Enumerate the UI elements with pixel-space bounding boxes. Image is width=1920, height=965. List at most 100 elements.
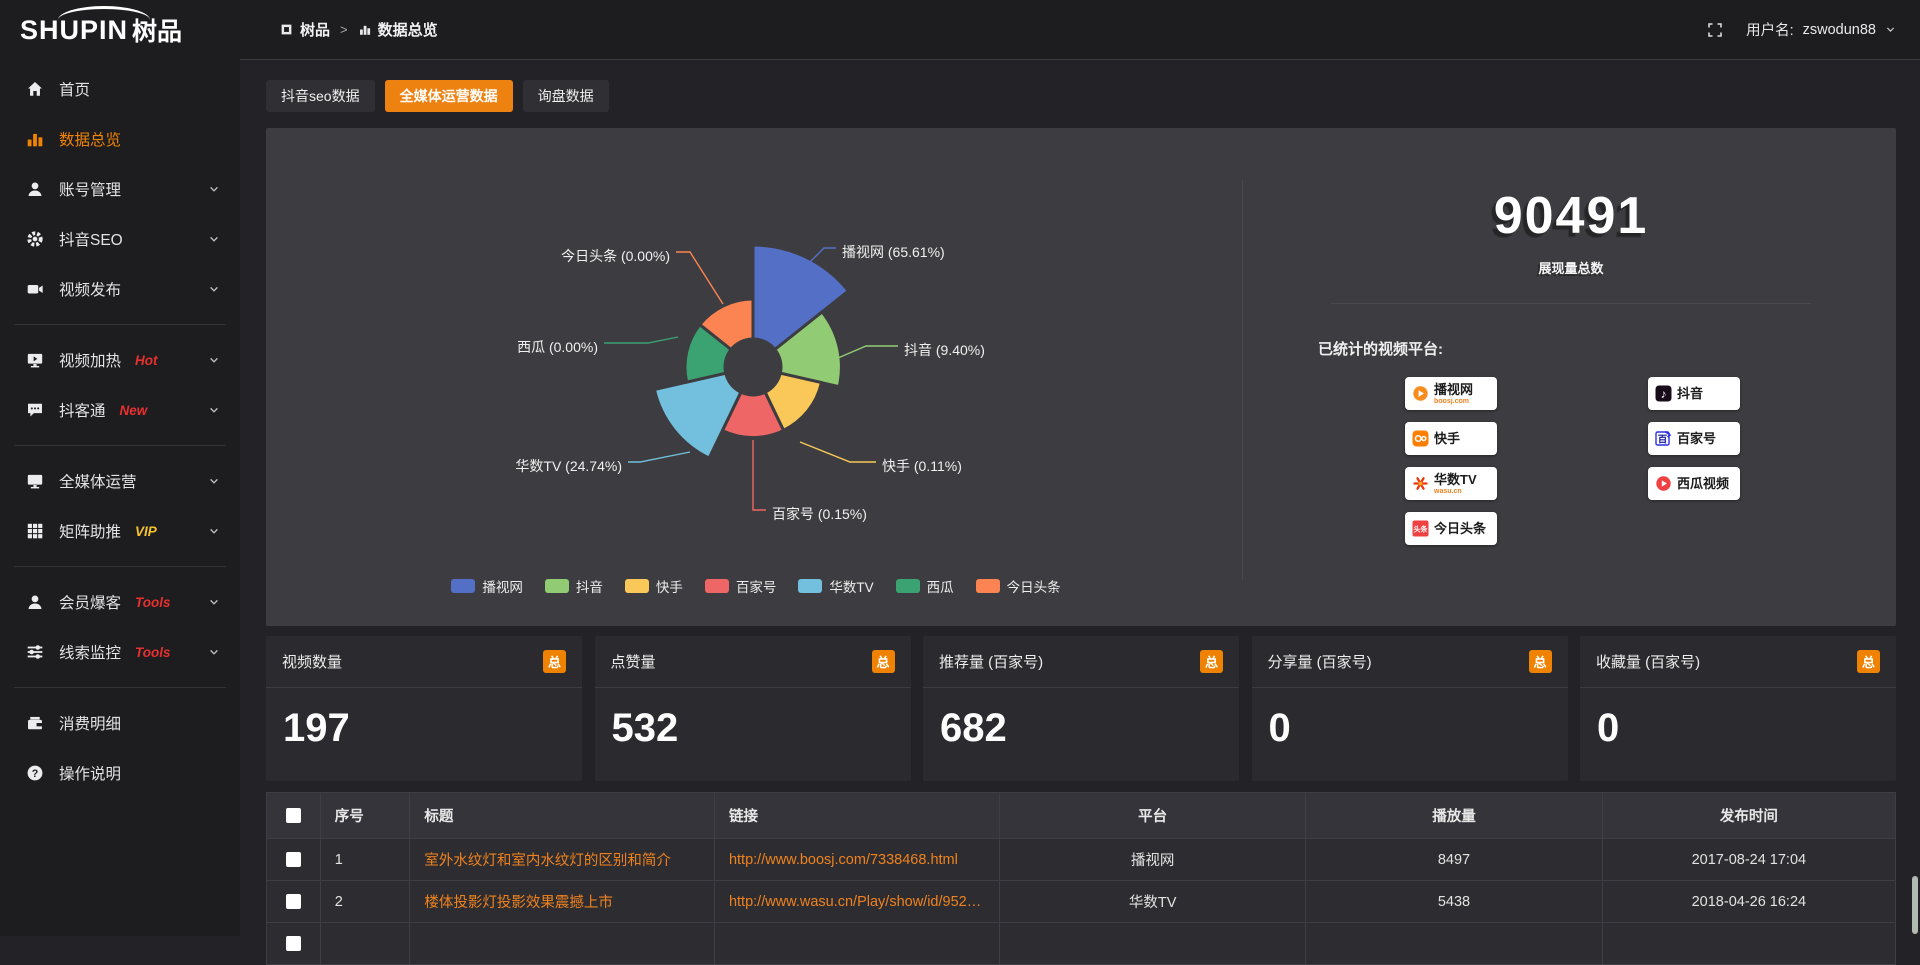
sidebar-item-label: 视频加热 — [59, 353, 122, 370]
sidebar-item-operation-guide[interactable]: ? 操作说明 — [0, 748, 240, 798]
legend-item-百家号[interactable]: 百家号 — [704, 576, 776, 596]
sidebar-item-label: 账号管理 — [59, 182, 122, 199]
sidebar-item-homepage[interactable]: 首页 — [0, 64, 240, 114]
tab-3[interactable]: 询盘数据 — [522, 80, 609, 112]
boosj-logo — [1412, 385, 1429, 402]
breadcrumb-current[interactable]: 数据总览 — [358, 19, 438, 40]
row-checkbox[interactable] — [285, 936, 301, 951]
sidebar-item-data-overview[interactable]: 数据总览 — [0, 114, 240, 164]
legend-item-西瓜[interactable]: 西瓜 — [895, 576, 954, 596]
sidebar-divider — [14, 687, 226, 688]
sidebar-item-account-management[interactable]: 账号管理 — [0, 164, 240, 214]
table-header-row: 序号 标题 链接 平台 播放量 发布时间 — [266, 792, 1897, 839]
legend-item-播视网[interactable]: 播视网 — [451, 576, 523, 596]
video-url-link[interactable]: http://www.wasu.cn/Play/show/id/952… — [728, 893, 982, 910]
chevron-down-icon — [208, 183, 220, 195]
chevron-down-icon — [208, 646, 220, 658]
select-all-checkbox[interactable] — [285, 808, 301, 823]
sidebar-item-douketong[interactable]: 抖客通 New — [0, 385, 240, 435]
pie-label: 快手 (0.11%) — [882, 458, 962, 474]
column-header-1: 序号 — [319, 792, 411, 839]
legend-chip — [451, 579, 476, 593]
sidebar-item-video-publish[interactable]: 视频发布 — [0, 264, 240, 314]
sidebar-item-label: 矩阵助推 — [59, 524, 122, 541]
cell-publish-time: 2018-04-26 16:24 — [1601, 880, 1897, 923]
legend-chip — [704, 579, 729, 593]
pie-slice-今日头条[interactable] — [697, 297, 755, 352]
legend-item-华数TV[interactable]: 华数TV — [798, 576, 874, 596]
user-menu-chevron-icon[interactable] — [1885, 24, 1896, 35]
cell-plays: 5438 — [1305, 880, 1603, 923]
sidebar-item-douyin-seo[interactable]: 抖音SEO — [0, 214, 240, 264]
platform-name: 播视网 — [1434, 381, 1474, 397]
stat-card-title: 分享量 (百家号) — [1267, 654, 1372, 671]
pie-slice-西瓜[interactable] — [683, 322, 734, 384]
tab-2[interactable]: 全媒体运营数据 — [384, 80, 513, 112]
total-badge: 总 — [1528, 650, 1552, 673]
pie-slice-播视网[interactable] — [751, 243, 851, 352]
pie-label: 抖音 (9.40%) — [904, 342, 985, 358]
row-checkbox[interactable] — [285, 894, 301, 909]
pie-label: 华数TV (24.74%) — [515, 458, 622, 474]
overview-panel: 播视网 (65.61%) 抖音 (9.40%) 快手 (0.11%) 百家号 (0.1… — [266, 128, 1896, 626]
sliders-icon — [26, 643, 44, 661]
sidebar-item-label: 抖音SEO — [59, 232, 123, 249]
sidebar-item-all-media-operation[interactable]: 全媒体运营 — [0, 456, 240, 506]
pie-slice-华数TV[interactable] — [652, 371, 743, 461]
platform-name: 抖音 — [1677, 386, 1704, 401]
legend-label: 西瓜 — [926, 580, 954, 595]
legend-item-今日头条[interactable]: 今日头条 — [975, 576, 1061, 596]
legend-item-快手[interactable]: 快手 — [624, 576, 683, 596]
username-value[interactable]: zswodun88 — [1802, 21, 1876, 38]
sidebar-item-badge: New — [119, 402, 148, 418]
chevron-down-icon — [208, 475, 220, 487]
video-url-link[interactable]: http://www.boosj.com/7338468.html — [728, 851, 958, 868]
tab-1[interactable]: 抖音seo数据 — [266, 80, 375, 112]
platform-badge-百家号: 百百家号 — [1648, 422, 1740, 455]
total-badge: 总 — [1857, 650, 1880, 673]
sidebar-item-label: 消费明细 — [59, 716, 122, 733]
platform-badge-抖音: ♪ 抖音 — [1648, 377, 1740, 410]
scrollbar-thumb[interactable] — [1912, 876, 1918, 934]
sidebar-item-member-baoke[interactable]: 会员爆客 Tools — [0, 577, 240, 627]
stat-card-title: 推荐量 (百家号) — [939, 654, 1044, 671]
sidebar-item-clue-monitoring[interactable]: 线索监控 Tools — [0, 627, 240, 677]
sidebar-item-video-heating[interactable]: 视频加热 Hot — [0, 335, 240, 385]
stat-card-value: 0 — [1268, 706, 1291, 750]
wallet-icon — [26, 714, 44, 732]
chart-legend: 播视网 抖音 快手 百家号 华数TV 西瓜 今日头条 — [266, 576, 1246, 596]
column-header-2: 标题 — [409, 792, 715, 839]
stat-card-4: 分享量 (百家号) 总 0 — [1251, 636, 1568, 781]
platform-badge-快手: 快手 — [1405, 422, 1497, 455]
legend-item-抖音[interactable]: 抖音 — [544, 576, 603, 596]
pie-slice-抖音[interactable] — [772, 309, 843, 389]
gear-icon — [26, 230, 44, 248]
platform-name: 今日头条 — [1434, 521, 1487, 536]
video-camera-icon — [26, 280, 44, 298]
tab-bar: 抖音seo数据 全媒体运营数据 询盘数据 — [266, 80, 1896, 112]
xigua-logo — [1655, 475, 1672, 492]
video-title-link[interactable]: 楼体投影灯投影效果震撼上市 — [424, 895, 613, 911]
sidebar-item-consumption-details[interactable]: 消费明细 — [0, 698, 240, 748]
pie-label-line — [628, 451, 691, 463]
sidebar-item-matrix-boost[interactable]: 矩阵助推 VIP — [0, 506, 240, 556]
platforms-title: 已统计的视频平台: — [1318, 341, 1443, 358]
pie-slice-百家号[interactable] — [720, 390, 786, 440]
chevron-down-icon — [208, 596, 220, 608]
pie-slice-快手[interactable] — [763, 371, 824, 433]
stat-card-value: 682 — [940, 706, 1007, 750]
fullscreen-icon[interactable] — [1707, 22, 1723, 38]
breadcrumb-root[interactable]: 树品 — [280, 19, 330, 40]
platform-share-chart: 播视网 (65.61%) 抖音 (9.40%) 快手 (0.11%) 百家号 (0.1… — [266, 128, 1246, 626]
table-header: 序号 标题 链接 平台 播放量 发布时间 — [266, 792, 1897, 839]
pie-label: 播视网 (65.61%) — [842, 244, 945, 260]
username-label: 用户名: — [1746, 23, 1794, 39]
logo[interactable]: SHUPIN 树品 — [0, 0, 240, 60]
row-checkbox[interactable] — [285, 852, 301, 867]
cell-title: 楼体投影灯投影效果震撼上市 — [409, 880, 715, 923]
stat-card-value: 197 — [283, 706, 350, 750]
video-title-link[interactable]: 室外水纹灯和室内水纹灯的区别和简介 — [424, 853, 671, 869]
stat-cards-row: 视频数量总 197 点赞量总 532 推荐量 (百家号) 总 682 分享量 (百家号) 总 0 收… — [266, 636, 1896, 781]
platform-badge-今日头条: 头条 今日头条 — [1405, 512, 1497, 545]
stat-card-3: 推荐量 (百家号) 总 682 — [923, 636, 1239, 781]
